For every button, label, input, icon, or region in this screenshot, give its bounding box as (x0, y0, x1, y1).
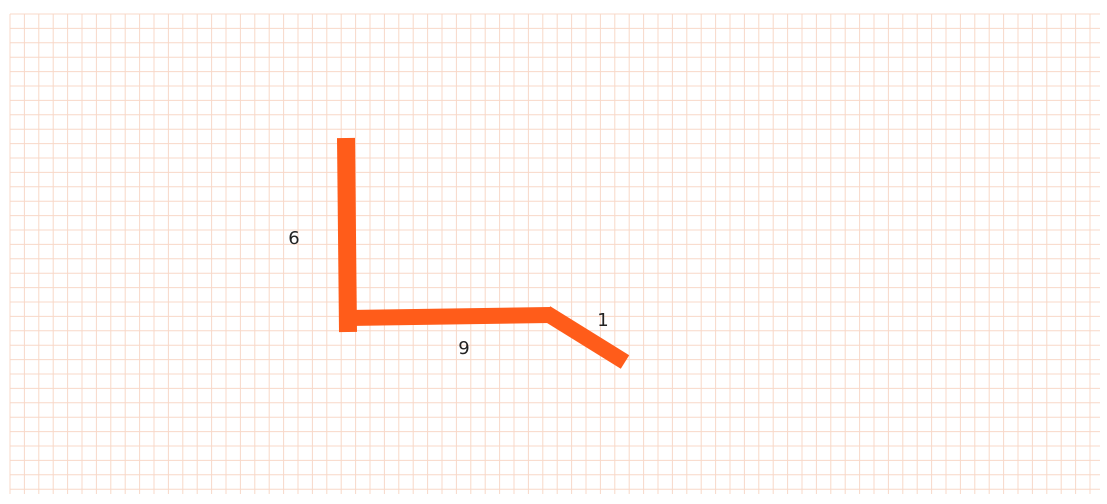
drawn-path (337, 137, 630, 369)
segment-vertical-label: 6 (288, 228, 299, 249)
grid-background (9, 13, 1100, 494)
segment-horizontal-label: 9 (458, 338, 469, 359)
segment-horizontal (347, 307, 551, 326)
segment-diagonal (541, 306, 630, 369)
segment-vertical (337, 137, 357, 333)
segment-diagonal-label: 1 (597, 310, 608, 331)
